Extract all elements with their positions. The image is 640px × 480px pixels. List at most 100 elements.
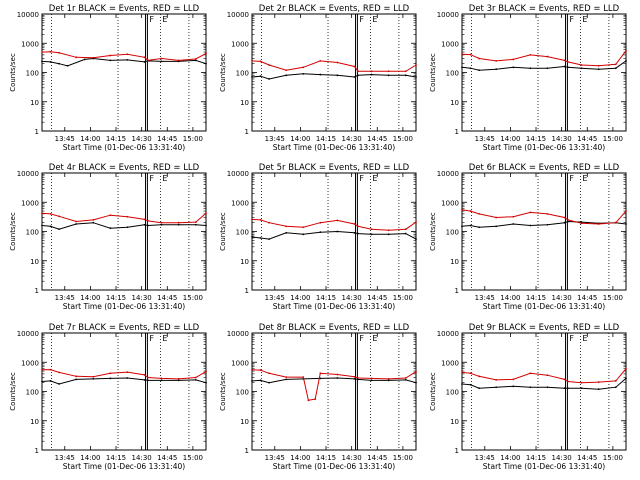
data-point-events (160, 223, 163, 226)
x-tick-label: 14:45 (577, 454, 597, 462)
data-point-events (160, 379, 163, 382)
y-tick-label: 1000 (231, 359, 249, 367)
data-point-lld (415, 221, 417, 223)
flag-label: F (569, 15, 574, 24)
data-point-events (143, 378, 146, 381)
data-point-lld (307, 399, 310, 402)
chart-title: Det 7r BLACK = Events, RED = LLD (49, 323, 200, 333)
data-point-events (415, 238, 417, 240)
x-tick-label: 14:30 (342, 454, 362, 462)
flag-label: E (372, 334, 377, 343)
flag-label: E (162, 15, 167, 24)
data-point-events (546, 223, 549, 226)
flag-label: E (162, 334, 167, 343)
data-point-lld (370, 228, 373, 231)
data-point-events (529, 224, 532, 227)
x-tick-label: 14:45 (157, 135, 177, 143)
series-line-events (251, 73, 417, 80)
data-point-lld (563, 378, 566, 381)
x-tick-label: 14:15 (106, 294, 126, 302)
data-point-events (194, 59, 197, 62)
data-point-events (357, 74, 359, 77)
data-point-events (597, 388, 600, 391)
series-line-lld (251, 60, 417, 72)
flag-label: F (359, 174, 364, 183)
y-axis-label: Counts/sec (219, 212, 227, 251)
data-point-events (109, 227, 112, 230)
chart-title: Det 5r BLACK = Events, RED = LLD (259, 163, 410, 173)
chart-panel-6: Det 6r BLACK = Events, RED = LLD 1 10 100 10… (429, 163, 627, 311)
data-point-lld (75, 56, 78, 59)
data-point-events (567, 220, 569, 223)
data-point-events (41, 60, 43, 63)
data-point-lld (205, 370, 207, 373)
data-point-events (319, 231, 322, 234)
x-tick-label: 14:15 (316, 135, 336, 143)
data-point-events (512, 385, 515, 388)
x-tick-label: 14:30 (132, 294, 152, 302)
x-tick-label: 14:45 (157, 454, 177, 462)
x-tick-label: 13:45 (475, 294, 495, 302)
y-axis-label: Counts/sec (219, 372, 227, 411)
data-point-lld (597, 381, 600, 383)
data-point-events (205, 381, 207, 384)
data-point-lld (353, 223, 356, 225)
flag-label: E (582, 174, 587, 183)
data-point-lld (285, 69, 288, 72)
x-tick-label: 15:00 (183, 294, 203, 302)
series-line-lld (461, 209, 627, 225)
data-point-lld (370, 377, 373, 380)
data-point-lld (58, 51, 60, 54)
data-point-lld (625, 210, 627, 212)
data-point-events (41, 224, 43, 227)
chart-panel-3: Det 3r BLACK = Events, RED = LLD 1 10 100 10… (429, 4, 627, 152)
x-tick-label: 14:00 (290, 135, 310, 143)
data-point-lld (302, 376, 305, 379)
y-tick-label: 10 (30, 99, 39, 107)
data-point-lld (251, 218, 253, 221)
y-tick-label: 100 (446, 229, 459, 237)
y-axis-label: Counts/sec (429, 372, 437, 411)
data-point-lld (495, 216, 498, 219)
data-point-lld (143, 373, 146, 376)
y-tick-label: 10 (450, 418, 459, 426)
y-axis-label: Counts/sec (9, 212, 17, 251)
x-tick-label: 14:30 (132, 454, 152, 462)
x-tick-label: 15:00 (603, 294, 623, 302)
data-point-lld (319, 59, 322, 62)
data-point-events (495, 386, 498, 389)
plot-frame (251, 13, 417, 132)
y-tick-label: 1000 (441, 199, 459, 207)
data-point-events (285, 231, 288, 234)
y-tick-label: 10 (450, 99, 459, 107)
data-point-lld (469, 53, 472, 56)
x-tick-label: 14:00 (500, 294, 520, 302)
data-point-events (259, 75, 262, 78)
data-point-lld (259, 218, 262, 221)
y-tick-label: 10000 (227, 170, 249, 178)
flag-label: E (582, 334, 587, 343)
y-tick-label: 10 (30, 418, 39, 426)
data-point-events (478, 387, 480, 390)
data-point-lld (160, 221, 163, 224)
y-tick-label: 100 (446, 389, 459, 397)
chart-panel-7: Det 7r BLACK = Events, RED = LLD 1 10 100 10… (9, 323, 207, 471)
chart-panel-4: Det 4r BLACK = Events, RED = LLD 1 10 100 10… (9, 163, 207, 311)
data-point-events (478, 226, 480, 229)
data-point-events (126, 377, 129, 379)
data-point-lld (143, 218, 146, 221)
data-point-lld (251, 59, 253, 62)
data-point-events (614, 67, 617, 70)
y-tick-label: 100 (236, 229, 249, 237)
data-point-events (461, 66, 463, 69)
data-point-events (177, 379, 180, 382)
data-point-lld (370, 70, 373, 73)
y-axis-label: Counts/sec (219, 53, 227, 92)
series-line-events (461, 220, 627, 228)
data-point-events (66, 64, 69, 67)
x-tick-label: 14:45 (367, 294, 387, 302)
y-tick-label: 10 (240, 99, 249, 107)
flag-label: F (149, 174, 154, 183)
y-axis-label: Counts/sec (9, 53, 17, 92)
data-point-events (563, 221, 566, 224)
